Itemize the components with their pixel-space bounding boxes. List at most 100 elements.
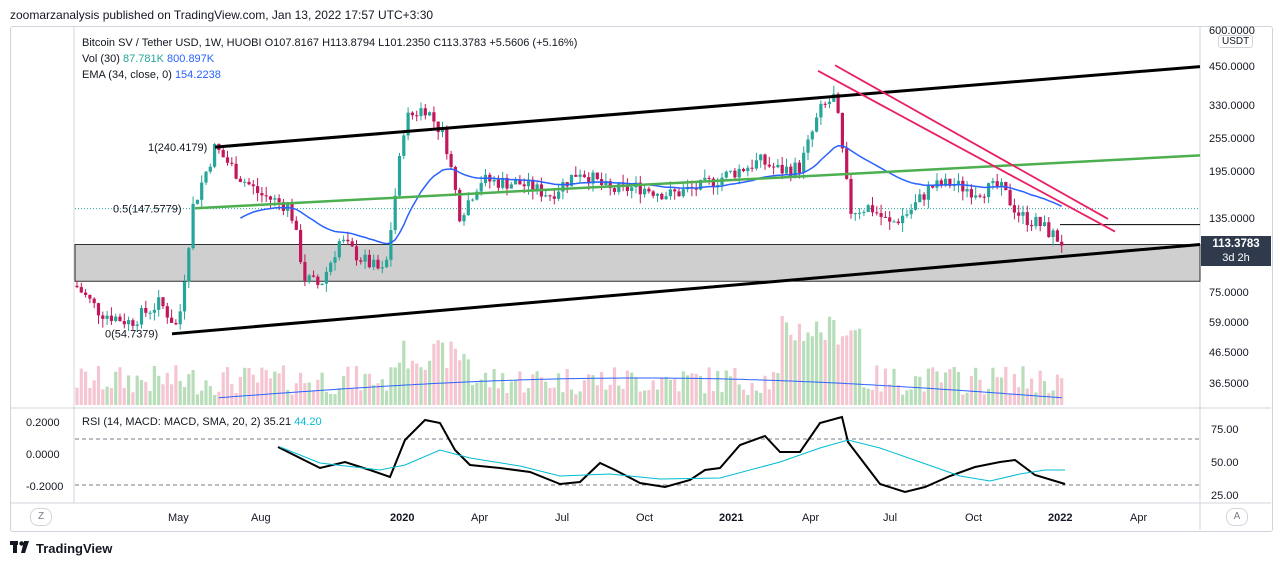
auto-scale-toggle[interactable]: A [1226,508,1248,526]
candle-body [96,303,101,316]
candle-body [866,205,870,212]
volume-bar [406,368,410,405]
volume-bar [836,344,840,405]
candle-body [810,131,814,140]
candle-body [574,174,578,177]
candle-body [114,316,118,321]
volume-bar [892,368,896,405]
volume-bar [320,372,324,405]
publisher-line: zoomarzanalysis published on TradingView… [10,8,434,22]
volume-bar [105,386,109,405]
volume-bar [256,382,260,405]
volume-bar [918,376,922,405]
rsi-ma-line [279,439,1065,482]
volume-bar [75,387,79,405]
candle-body [647,188,651,192]
volume-bar [935,371,939,405]
volume-bar [832,320,836,405]
fib-label: 0.5(147.5779) [113,204,182,216]
volume-bar [139,380,144,405]
fib-label: 1(240.4179) [148,142,207,154]
candle-body [337,241,341,258]
volume-bar [630,372,634,405]
candle-body [944,178,948,186]
volume-bar [866,388,870,405]
candle-body [131,320,135,326]
candle-body [152,309,156,313]
tradingview-logo-icon [10,541,32,556]
volume-bar [165,372,169,405]
candle-body [888,217,892,222]
candle-body [952,185,956,187]
volume-bar [522,392,526,405]
volume-bar [888,384,892,405]
price-axis-label: 600.0000 [1209,24,1255,37]
time-axis-label: May [168,512,189,524]
candle-body [101,315,105,319]
candle-body [92,298,96,304]
log-scale-toggle[interactable]: Z [30,508,52,526]
candle-body [204,171,208,183]
volume-bar [703,393,707,405]
time-axis-label: 2022 [1048,512,1073,524]
volume-bar [823,339,827,405]
candle-body [604,181,608,185]
volume-bar [668,379,672,405]
support-zone [74,244,1201,282]
volume-bar [1017,387,1021,405]
volume-bar [428,360,432,405]
volume-bar [815,321,819,405]
candle-body [127,320,131,325]
currency-badge[interactable]: USDT [1218,35,1254,48]
volume-bar [294,383,298,405]
candle-body [251,184,255,187]
candle-body [432,112,436,122]
candle-body [617,183,621,192]
candle-body [625,184,629,192]
candle-body [664,196,668,200]
candle-body [780,164,784,174]
time-axis-label: Oct [965,512,983,524]
ohlc-close: C113.3783 [433,37,487,49]
candle-body [256,186,260,194]
volume-bar [574,394,578,405]
volume-bar [612,367,617,405]
volume-bar [754,390,758,405]
volume-bar [385,390,389,405]
candle-body [410,112,414,116]
volume-bar [531,374,535,405]
candle-body [522,184,526,187]
candle-body [75,285,79,288]
volume-bar [621,388,625,405]
volume-bar [896,385,900,405]
volume-bar [402,340,406,405]
candle-body [681,189,685,197]
candle-body [290,203,294,221]
volume-bar [238,376,242,405]
candle-body [870,205,875,213]
volume-bar [84,371,88,405]
volume-bar [122,387,126,405]
candle-body [419,108,423,117]
volume-bar [737,384,741,405]
volume-bar [1012,374,1016,405]
price-axis-label: 255.0000 [1209,132,1255,145]
candle-body [514,179,518,185]
candle-body [956,180,961,186]
last-price-label: 113.3783 3d 2h [1201,236,1271,266]
volume-bar [161,384,165,405]
volume-bar [337,388,341,405]
time-axis-label: Aug [251,512,271,524]
volume-bar [544,381,548,405]
candle-body [905,214,909,216]
volume-bar [879,391,883,405]
candle-body [135,324,139,326]
volume-bar [187,374,191,405]
tradingview-brand[interactable]: TradingView [10,541,112,556]
time-axis-label: Oct [636,512,654,524]
volume-bar [625,370,629,405]
candle-body [569,174,574,187]
candle-body [440,128,445,133]
volume-bar [440,342,445,405]
